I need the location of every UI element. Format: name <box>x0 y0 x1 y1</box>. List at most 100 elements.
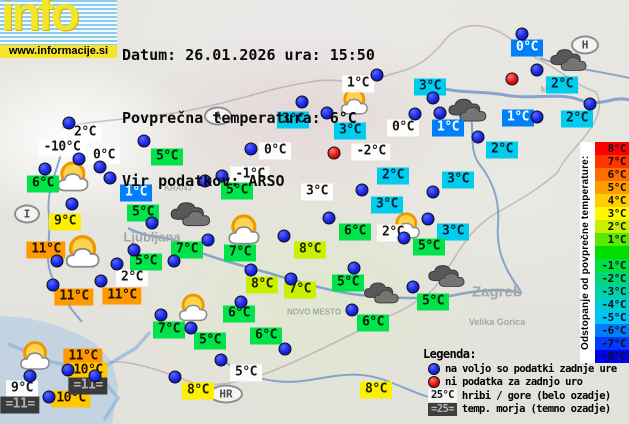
partly-cloudy-icon <box>61 233 111 272</box>
dark-cloud-icon <box>166 196 214 227</box>
station-dot-red-icon <box>505 72 519 86</box>
station-temp-label: 5°C <box>417 293 449 311</box>
station-temp-label: 2°C <box>561 110 593 128</box>
station-temp-label: 2°C <box>69 124 101 142</box>
scale-swatch <box>595 246 629 259</box>
station-dot-blue-icon <box>408 107 422 121</box>
station-dot-blue-icon <box>110 257 124 271</box>
station-temp-label: 11°C <box>26 241 66 259</box>
legend-item-text: na voljo so podatki zadnje ure <box>445 362 617 375</box>
station-temp-label: 1°C <box>120 184 152 202</box>
station-dot-blue-icon <box>61 363 75 377</box>
scale-swatch: -7°C <box>595 337 629 350</box>
station-temp-label: 7°C <box>224 244 256 262</box>
station-dot-blue-icon <box>94 274 108 288</box>
scale-swatch: -1°C <box>595 259 629 272</box>
legend-item: 25°C hribi / gore (belo ozadje) <box>428 389 617 403</box>
city-label: Zagreb <box>471 283 523 301</box>
station-temp-label: 3°C <box>442 171 474 189</box>
station-dot-blue-icon <box>201 233 215 247</box>
station-dot-blue-icon <box>154 308 168 322</box>
city-label: KRANJ <box>164 183 192 193</box>
station-dot-blue-icon <box>320 106 334 120</box>
station-dot-blue-icon <box>244 263 258 277</box>
station-dot-blue-icon <box>471 130 485 144</box>
deviation-scale: Odstopanje od povprečne temperature: 8°C… <box>580 142 629 363</box>
scale-swatches: 8°C 7°C 6°C 5°C 4°C 3°C 2°C 1°C -1°C -2°C -3°C -4°C… <box>595 142 629 363</box>
city-label: Ljubljana <box>123 229 181 245</box>
station-dot-blue-icon <box>421 212 435 226</box>
station-dot-blue-icon <box>234 295 248 309</box>
station-dot-blue-icon <box>93 160 107 174</box>
station-temp-label: 3°C <box>437 223 469 241</box>
scale-swatch: -6°C <box>595 324 629 337</box>
station-temp-label: -2°C <box>351 143 391 161</box>
country-oval-h: H <box>571 35 599 55</box>
station-temp-label: 9°C <box>49 213 81 231</box>
station-dot-blue-icon <box>583 97 597 111</box>
station-temp-label: -10°C <box>38 139 86 157</box>
station-temp-label: 1°C <box>432 119 464 137</box>
station-dot-blue-icon <box>167 254 181 268</box>
map-legend: Legenda: na voljo so podatki zadnje ure n… <box>423 347 617 416</box>
station-dot-blue-icon <box>168 370 182 384</box>
legend-red-dot-icon <box>428 376 440 389</box>
city-label: Velika Gorica <box>468 317 526 327</box>
station-temp-label: 9°C <box>6 380 38 398</box>
station-temp-label: 11°C <box>102 287 142 305</box>
station-dot-blue-icon <box>406 280 420 294</box>
station-temp-label: 8°C <box>294 241 326 259</box>
station-temp-label: 3°C <box>371 196 403 214</box>
station-dot-blue-icon <box>214 353 228 367</box>
logo-background: info <box>0 0 117 45</box>
scale-swatch: 2°C <box>595 220 629 233</box>
station-temp-label: 6°C <box>339 223 371 241</box>
station-dot-blue-icon <box>530 110 544 124</box>
station-dot-blue-icon <box>426 91 440 105</box>
header-info: Datum: 26.01.2026 ura: 15:50 Povprečna t… <box>122 3 375 234</box>
station-temp-label: 10°C <box>51 390 91 408</box>
station-dot-blue-icon <box>530 63 544 77</box>
legend-blue-dot-icon <box>428 362 440 375</box>
header-average-temp-line: Povprečna temperatura: 6°C <box>122 109 357 127</box>
scale-swatch: 8°C <box>595 142 629 155</box>
station-temp-label: 3°C <box>414 78 446 96</box>
station-temp-label: 5°C <box>332 274 364 292</box>
site-logo[interactable]: info www.informacije.si <box>0 0 117 58</box>
partly-cloudy-icon <box>224 212 270 248</box>
station-temp-label: 5°C <box>194 332 226 350</box>
dark-cloud-icon <box>444 93 490 123</box>
station-temp-label: 7°C <box>171 241 203 259</box>
station-dot-blue-icon <box>370 68 384 82</box>
station-temp-label: 0°C <box>88 147 120 165</box>
station-dot-blue-icon <box>50 254 64 268</box>
station-temp-label: 5°C <box>413 238 445 256</box>
station-temp-label: 5°C <box>151 148 183 166</box>
station-temp-label: 2°C <box>546 76 578 94</box>
station-dot-red-icon <box>327 146 341 160</box>
logo-text: info <box>1 0 80 41</box>
scale-swatch: 4°C <box>595 194 629 207</box>
station-temp-label: 5°C <box>221 182 253 200</box>
station-dot-blue-icon <box>355 183 369 197</box>
station-temp-label: 3°C <box>277 111 309 129</box>
station-temp-label: =11= <box>0 396 40 414</box>
station-dot-blue-icon <box>295 95 309 109</box>
scale-swatch: -4°C <box>595 298 629 311</box>
country-border-line <box>61 24 601 386</box>
station-dot-blue-icon <box>103 171 117 185</box>
station-temp-label: 0°C <box>511 39 543 57</box>
scale-swatch: 1°C <box>595 233 629 246</box>
station-temp-label: -1°C <box>230 166 270 184</box>
station-temp-label: 2°C <box>486 141 518 159</box>
scale-swatch: 6°C <box>595 168 629 181</box>
station-temp-label: 3°C <box>334 122 366 140</box>
station-temp-label: 1°C <box>502 109 534 127</box>
logo-url-link[interactable]: www.informacije.si <box>0 45 117 58</box>
station-dot-blue-icon <box>277 229 291 243</box>
station-temp-label: 11°C <box>63 348 103 366</box>
station-dot-blue-icon <box>127 243 141 257</box>
station-temp-label: 3°C <box>301 183 333 201</box>
